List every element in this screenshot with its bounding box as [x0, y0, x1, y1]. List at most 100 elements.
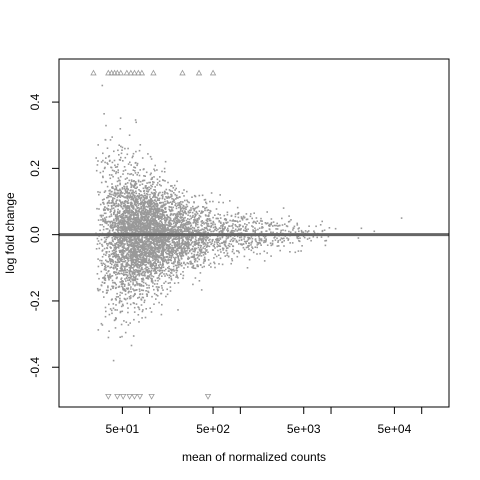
data-point: [126, 249, 129, 251]
data-point: [187, 245, 190, 248]
data-point: [197, 251, 199, 254]
data-point: [110, 299, 113, 301]
data-point: [131, 156, 134, 159]
data-point: [156, 248, 159, 251]
data-point: [231, 220, 233, 222]
data-point: [154, 279, 157, 282]
data-point: [238, 243, 240, 245]
data-point: [133, 306, 136, 309]
data-point: [161, 223, 163, 225]
data-point: [149, 193, 151, 196]
data-point: [150, 226, 152, 229]
data-point: [200, 241, 203, 244]
data-point: [158, 270, 161, 272]
data-point: [241, 219, 244, 221]
data-point: [161, 269, 164, 272]
data-point: [115, 199, 118, 202]
data-point: [129, 173, 131, 176]
data-point: [135, 200, 137, 202]
data-point: [171, 185, 173, 187]
data-point: [138, 210, 141, 213]
data-point: [130, 216, 132, 219]
data-point: [118, 273, 121, 275]
data-point: [104, 264, 107, 267]
data-point: [168, 276, 170, 279]
data-point: [121, 246, 124, 249]
data-point: [109, 266, 111, 269]
data-point: [143, 299, 146, 302]
data-point: [99, 229, 101, 232]
data-point: [135, 201, 138, 204]
data-point: [122, 208, 124, 210]
data-point: [129, 322, 131, 324]
data-point: [180, 229, 183, 232]
data-point: [141, 251, 143, 253]
data-point: [111, 224, 114, 227]
data-point: [152, 183, 154, 185]
data-point: [128, 223, 130, 225]
data-point: [103, 203, 105, 205]
data-point: [173, 218, 175, 220]
data-point: [173, 270, 175, 272]
data-point: [171, 197, 173, 200]
data-point: [219, 237, 221, 239]
data-point: [177, 197, 179, 199]
data-point: [103, 296, 105, 298]
data-point: [187, 258, 190, 260]
data-point: [137, 297, 139, 299]
data-point: [101, 281, 104, 284]
data-point: [134, 254, 136, 256]
data-point: [157, 289, 159, 291]
data-point: [179, 208, 182, 211]
data-point: [222, 201, 224, 204]
data-point: [158, 218, 160, 220]
data-point: [138, 206, 140, 209]
data-point: [121, 221, 124, 224]
data-point: [127, 284, 130, 286]
data-point: [168, 205, 170, 208]
data-point: [297, 235, 300, 237]
data-point: [303, 236, 306, 239]
data-point: [225, 238, 228, 240]
data-point: [130, 209, 132, 212]
data-point: [108, 220, 111, 223]
data-point: [247, 238, 250, 241]
data-point: [165, 246, 168, 249]
data-point: [163, 269, 166, 272]
data-point: [167, 249, 169, 252]
data-point: [126, 201, 129, 203]
data-point: [120, 194, 123, 197]
data-point: [174, 242, 176, 244]
data-point: [186, 243, 188, 245]
data-point: [105, 272, 108, 274]
data-point: [156, 204, 159, 206]
data-point: [123, 288, 126, 290]
data-point: [182, 254, 185, 257]
data-point: [133, 318, 135, 321]
data-point: [154, 258, 157, 261]
data-point: [205, 236, 207, 238]
data-point: [139, 199, 142, 201]
data-point: [177, 264, 179, 266]
data-point: [150, 198, 152, 200]
data-point: [149, 173, 152, 176]
data-point: [169, 217, 171, 219]
data-point: [191, 266, 193, 269]
data-point: [187, 252, 190, 254]
data-point: [151, 223, 154, 226]
data-point: [171, 262, 173, 264]
data-point: [135, 239, 138, 242]
data-point: [203, 235, 205, 238]
data-point: [123, 271, 125, 273]
data-point: [165, 273, 168, 275]
data-point: [306, 238, 309, 240]
data-point: [168, 244, 170, 247]
data-point: [111, 252, 114, 255]
data-point: [172, 256, 175, 259]
data-point: [140, 231, 142, 234]
data-point: [236, 226, 239, 228]
data-point: [121, 281, 123, 283]
data-point: [207, 236, 209, 239]
data-point: [156, 184, 158, 186]
data-point: [138, 218, 141, 221]
